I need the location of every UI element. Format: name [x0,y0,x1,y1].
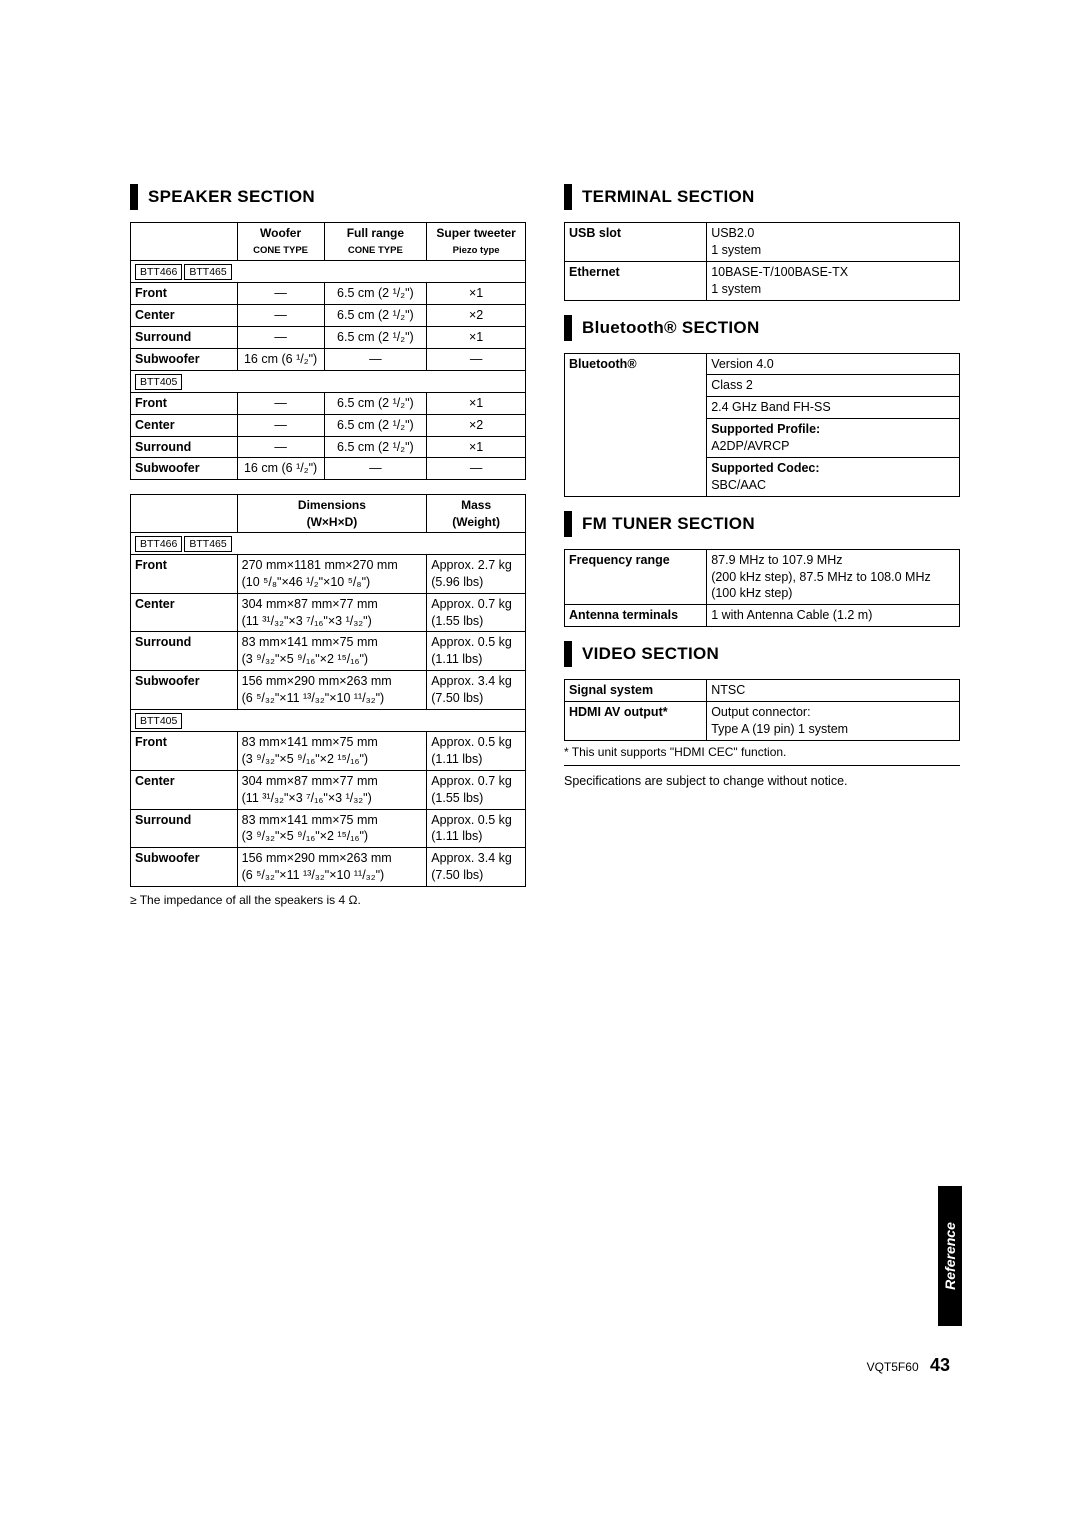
video-table: Signal systemNTSC HDMI AV output*Output … [564,679,960,741]
bluetooth-section-title: Bluetooth® SECTION [582,318,760,338]
fm-section-header: FM TUNER SECTION [564,511,960,537]
section-bar-icon [564,315,572,341]
fm-table: Frequency range87.9 MHz to 107.9 MHz (20… [564,549,960,628]
fm-section-title: FM TUNER SECTION [582,514,755,534]
head-full: Full range [347,226,404,240]
section-bar-icon [564,184,572,210]
page-number: 43 [930,1355,950,1375]
terminal-table: USB slotUSB2.0 1 system Ethernet10BASE-T… [564,222,960,301]
reference-tab: Reference [938,1186,962,1326]
section-bar-icon [564,511,572,537]
terminal-section-header: TERMINAL SECTION [564,184,960,210]
speaker-cone-table: WooferCONE TYPE Full rangeCONE TYPE Supe… [130,222,526,480]
section-bar-icon [564,641,572,667]
page-footer: VQT5F60 43 [867,1355,950,1376]
right-column: TERMINAL SECTION USB slotUSB2.0 1 system… [564,170,960,907]
terminal-section-title: TERMINAL SECTION [582,187,755,207]
bluetooth-section-header: Bluetooth® SECTION [564,315,960,341]
video-section-title: VIDEO SECTION [582,644,719,664]
left-column: SPEAKER SECTION WooferCONE TYPE Full ran… [130,170,526,907]
head-woofer: Woofer [260,226,301,240]
reference-label: Reference [942,1222,958,1290]
section-bar-icon [130,184,138,210]
bluetooth-table: Bluetooth®Version 4.0 Class 2 2.4 GHz Ba… [564,353,960,497]
video-section-header: VIDEO SECTION [564,641,960,667]
speaker-section-header: SPEAKER SECTION [130,184,526,210]
speaker-section-title: SPEAKER SECTION [148,187,315,207]
spec-note: Specifications are subject to change wit… [564,774,960,788]
head-super: Super tweeter [436,226,515,240]
video-note: * This unit supports "HDMI CEC" function… [564,745,960,766]
speaker-dim-table: Dimensions(W×H×D) Mass(Weight) BTT466BTT… [130,494,526,887]
doc-code: VQT5F60 [867,1360,919,1374]
impedance-note: ≥ The impedance of all the speakers is 4… [130,893,526,907]
